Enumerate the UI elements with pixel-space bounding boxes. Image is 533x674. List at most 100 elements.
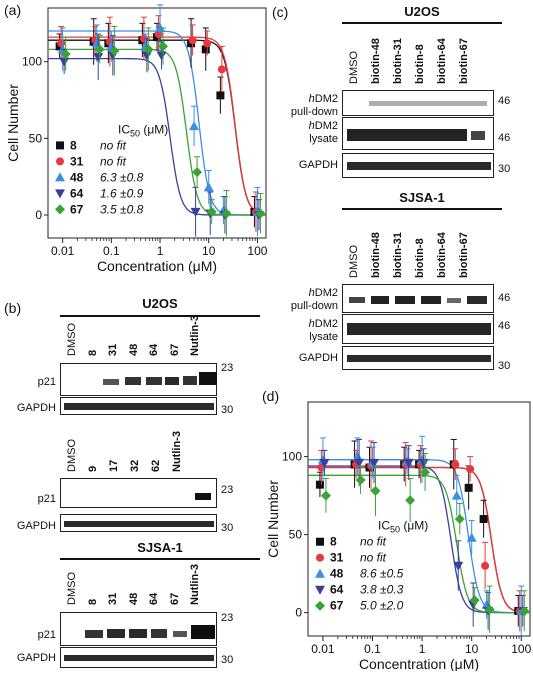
b-cell-line-bottom: SJSA-1 <box>137 540 183 555</box>
b2-lane-5: Nutlin-3 <box>171 431 183 472</box>
d-legend-name-67: 67 <box>330 599 344 613</box>
a-point-31-6 <box>203 39 212 48</box>
c-bands-2-3 <box>347 355 491 362</box>
a-point-67-6 <box>206 206 217 217</box>
a-legend-marker-64 <box>55 189 65 199</box>
b-row-gapdh: GAPDH <box>16 402 56 414</box>
c-mw-2-2: 46 <box>498 320 511 332</box>
a-point-64-5 <box>190 207 201 217</box>
b-blot-gapdh-2 <box>60 514 217 532</box>
panel-a-label: (a) <box>4 2 22 18</box>
b1-lane-3: 48 <box>127 343 140 356</box>
b1-lane-2: 31 <box>107 343 119 356</box>
d-point-31-7 <box>481 561 490 570</box>
d-legend-marker-48 <box>315 568 325 578</box>
b-bands-gapdh-3 <box>64 655 214 661</box>
d-legend-ic50-8: no fit <box>360 535 387 549</box>
chart-d: 0 50 100 0.01 0.1 1 10 100 Concentration (μM) Cel… <box>265 401 532 671</box>
b-bands-p21-3 <box>85 625 215 639</box>
b-cell-rule-bottom <box>60 558 260 560</box>
d-point-64-2 <box>369 458 380 468</box>
d-xtick-label-3: 10 <box>465 642 479 656</box>
d-ylabel: Cell Number <box>265 480 281 558</box>
c1-lane-4: biotin-64 <box>436 38 448 84</box>
a-point-64-3 <box>141 51 152 61</box>
d-point-64-0 <box>319 458 330 468</box>
c-row-2-2-line2: lysate <box>309 331 338 343</box>
c-row-2-1-line2: pull-down <box>290 300 338 312</box>
c-row-1-1-line1: DM2 <box>314 93 338 105</box>
b2-lane-4: 62 <box>150 459 162 472</box>
b-row-p21: p21 <box>37 376 56 388</box>
d-legend-name-48: 48 <box>330 567 344 581</box>
a-point-31-5 <box>188 36 197 45</box>
b-mw-23-3: 23 <box>221 612 234 624</box>
a-point-31-7 <box>217 65 226 74</box>
c2-lane-5: biotin-67 <box>458 232 470 278</box>
b-row-p21-3: p21 <box>37 629 56 641</box>
a-plot-frame <box>47 7 267 239</box>
d-point-31-5 <box>451 460 460 469</box>
a-ytick-label-2: 100 <box>22 55 42 69</box>
c2-lane-2: biotin-31 <box>392 232 404 278</box>
c2-lane-0: DMSO <box>348 245 360 278</box>
d-point-64-5 <box>453 561 464 571</box>
a-legend-ic50-48: 6.3 ±0.8 <box>100 170 144 184</box>
d-legend-sub: 50 <box>390 525 400 535</box>
c-row-2-3: GAPDH <box>298 352 338 364</box>
b3-lane-2: 31 <box>107 592 119 605</box>
b-blot-p21-3 <box>60 612 217 646</box>
b3-lane-6: Nutlin-3 <box>189 564 201 605</box>
a-point-64-0 <box>59 57 70 67</box>
c-blot-2-1 <box>342 284 494 313</box>
a-point-48-5 <box>189 121 200 131</box>
b3-lane-5: 67 <box>168 592 181 605</box>
a-point-67-8 <box>255 208 266 219</box>
c-row-1-1: hDM2 pull-down <box>272 93 338 119</box>
a-legend-name-48: 48 <box>70 170 84 184</box>
c-row-2-2-prefix: h <box>308 318 315 330</box>
b-cell-line-top: U2OS <box>142 296 178 311</box>
b-blot-gapdh-3 <box>60 647 217 668</box>
a-legend-ic50-64: 1.6 ±0.9 <box>100 186 144 200</box>
d-point-48-1 <box>352 451 363 461</box>
panel-d-label: (d) <box>262 388 280 404</box>
a-xtick-label-2: 1 <box>157 244 164 258</box>
b-bands-p21-2 <box>195 493 211 500</box>
b1-lane-0: DMSO <box>66 323 78 356</box>
b-mw-30-3: 30 <box>221 654 234 666</box>
c-bands-1-2 <box>347 129 485 141</box>
a-legend-title: IC50 (μM) <box>118 122 168 138</box>
a-xtick-label-4: 100 <box>247 244 267 258</box>
c-mw-2-3: 30 <box>498 360 511 372</box>
c1-lane-1: biotin-48 <box>370 38 382 84</box>
b2-lane-2: 17 <box>108 459 120 472</box>
d-legend-marker-8 <box>316 537 324 546</box>
a-legend-ic50-31: no fit <box>100 154 127 168</box>
a-point-67-1 <box>94 44 105 55</box>
a-legend-marker-48 <box>55 172 65 182</box>
d-legend-name-64: 64 <box>330 583 344 597</box>
c-row-1-2-line1: DM2 <box>314 120 338 132</box>
b-bands-gapdh-2 <box>64 521 214 527</box>
a-legend-marker-67 <box>55 204 65 215</box>
a-legend-ic50-67: 3.5 ±0.8 <box>100 202 144 216</box>
d-legend-marker-67 <box>315 600 325 611</box>
b1-lane-6: Nutlin-3 <box>189 315 201 356</box>
c1-lane-0: DMSO <box>348 51 360 84</box>
a-legend-unit: (μM) <box>140 122 168 136</box>
b3-lane-3: 48 <box>127 592 140 605</box>
b1-lane-4: 64 <box>148 343 160 356</box>
a-legend-name-31: 31 <box>70 154 84 168</box>
a-legend-marker-31 <box>56 157 64 166</box>
a-xtick-label-1: 0.1 <box>103 244 120 258</box>
c2-lane-1: biotin-48 <box>370 232 382 278</box>
a-xtick-label-0: 0.01 <box>51 244 75 258</box>
a-point-67-3 <box>143 44 154 55</box>
c-bands-1-3 <box>347 162 491 170</box>
b2-lane-0: DMSO <box>66 439 78 472</box>
d-legend-ic50-67: 5.0 ±2.0 <box>360 599 404 613</box>
c-cell-line-bottom: SJSA-1 <box>399 190 445 205</box>
d-point-8-6 <box>464 483 473 492</box>
b-cell-rule-top <box>60 315 260 317</box>
